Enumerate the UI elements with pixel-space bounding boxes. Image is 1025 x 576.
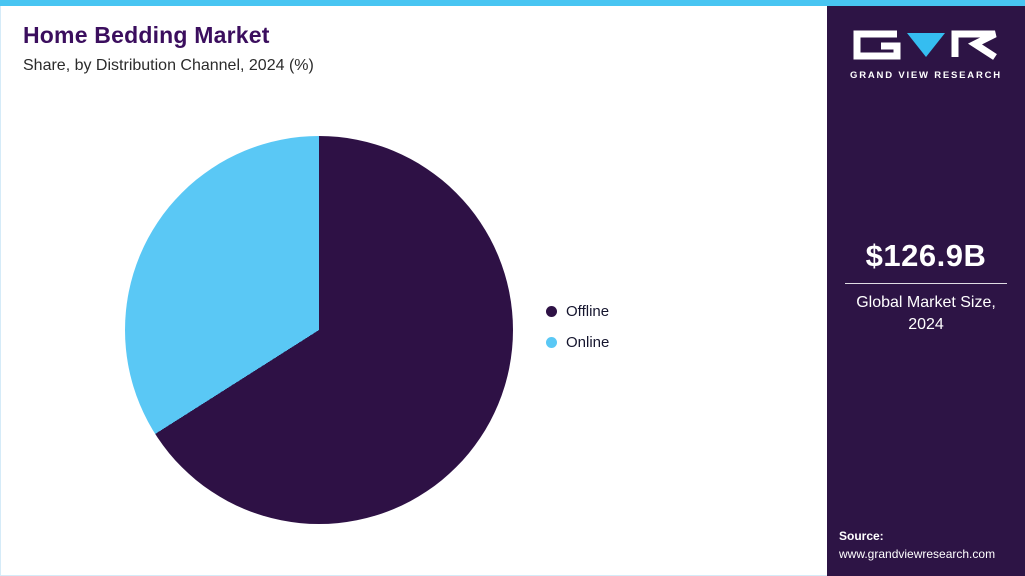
legend-item-offline: Offline xyxy=(546,303,609,320)
brand-name: GRAND VIEW RESEARCH xyxy=(850,70,1002,81)
source-url: www.grandviewresearch.com xyxy=(839,547,996,562)
page-title: Home Bedding Market xyxy=(23,22,270,48)
market-size-block: $126.9B Global Market Size, 2024 xyxy=(827,238,1025,337)
top-accent-bar xyxy=(0,0,1025,6)
legend-marker-offline xyxy=(546,306,557,317)
legend-label-offline: Offline xyxy=(566,303,610,320)
pie-chart xyxy=(125,136,513,524)
chart-panel: Home Bedding Market Share, by Distributi… xyxy=(0,6,827,576)
market-size-label: Global Market Size, 2024 xyxy=(856,294,996,334)
source-block: Source: www.grandviewresearch.com xyxy=(839,527,995,564)
page-subtitle: Share, by Distribution Channel, 2024 (%) xyxy=(23,57,314,74)
chart-header: Home Bedding Market Share, by Distributi… xyxy=(1,6,827,75)
gvr-logo-icon xyxy=(853,30,997,60)
market-size-value: $126.9B xyxy=(865,238,987,273)
market-size-divider xyxy=(845,283,1007,284)
legend-item-online: Online xyxy=(546,334,609,351)
legend-marker-online xyxy=(546,337,557,348)
brand-logo: GRAND VIEW RESEARCH xyxy=(847,30,1005,81)
legend-label-online: Online xyxy=(566,334,610,351)
brand-sidebar: GRAND VIEW RESEARCH $126.9B Global Marke… xyxy=(827,6,1025,576)
chart-legend: Offline Online xyxy=(546,303,609,351)
source-label: Source: xyxy=(839,528,884,543)
